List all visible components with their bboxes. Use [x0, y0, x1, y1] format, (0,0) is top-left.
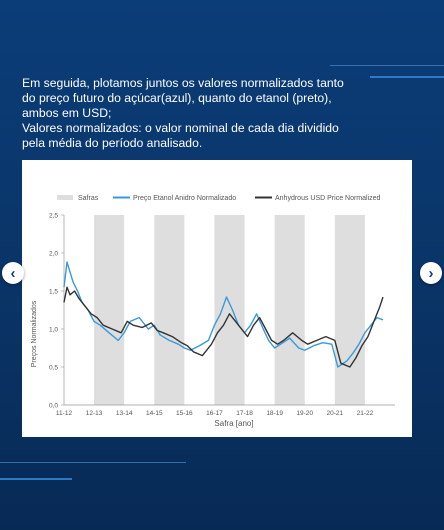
- safra-band: [214, 215, 245, 405]
- x-tick-label: 14-15: [146, 410, 163, 417]
- safra-band: [94, 215, 125, 405]
- x-tick-label: 11-12: [56, 410, 73, 417]
- legend-label: Anhydrous USD Price Normalized: [275, 195, 381, 202]
- chart-legend: Safras Preço Etanol Anidro Normalizado A…: [57, 195, 381, 202]
- y-tick-label: 0,5: [49, 365, 58, 372]
- chart: Safras Preço Etanol Anidro Normalizado A…: [22, 186, 412, 437]
- decorative-line: [0, 462, 186, 463]
- y-tick-label: 2,0: [49, 251, 58, 258]
- decorative-line: [330, 65, 444, 66]
- x-axis-label: Safra [ano]: [214, 419, 253, 428]
- safra-band: [274, 215, 305, 405]
- chevron-left-icon[interactable]: ‹: [2, 262, 24, 284]
- x-tick-label: 13-14: [116, 410, 133, 417]
- x-tick-label: 15-16: [176, 410, 193, 417]
- intro-text: Em seguida, plotamos juntos os valores n…: [22, 76, 367, 151]
- y-axis-label: Preços Normalizados: [31, 300, 38, 367]
- decorative-line: [0, 478, 72, 480]
- intro-line: Valores normalizados: o valor nominal de…: [22, 121, 339, 135]
- legend-swatch-safras: [57, 195, 73, 200]
- x-tick-label: 19-20: [296, 410, 313, 417]
- decorative-line: [370, 76, 444, 78]
- y-tick-label: 1,0: [49, 327, 58, 334]
- x-tick-label: 18-19: [266, 410, 283, 417]
- safra-band: [334, 215, 365, 405]
- x-tick-label: 17-18: [236, 410, 253, 417]
- legend-label: Preço Etanol Anidro Normalizado: [133, 195, 236, 202]
- y-tick-label: 0,0: [49, 403, 58, 410]
- intro-line: do preço futuro do açúcar(azul), quanto …: [22, 91, 332, 105]
- legend-label: Safras: [78, 195, 99, 202]
- x-tick-label: 20-21: [327, 410, 344, 417]
- intro-line: Em seguida, plotamos juntos os valores n…: [22, 76, 344, 90]
- chevron-right-icon[interactable]: ›: [420, 262, 442, 284]
- intro-line: pela média do período analisado.: [22, 136, 203, 150]
- plot-area: 0,0 0,5 1,0 1,5 2,0 2,5 11-12 12-13 13-14 14-15 15…: [49, 213, 395, 417]
- x-tick-label: 16-17: [206, 410, 223, 417]
- y-tick-label: 2,5: [49, 213, 58, 220]
- chart-card: Safras Preço Etanol Anidro Normalizado A…: [22, 160, 412, 437]
- series-line: [63, 286, 384, 368]
- intro-line: ambos em USD;: [22, 106, 112, 120]
- x-tick-label: 21-22: [357, 410, 374, 417]
- safra-band: [154, 215, 185, 405]
- series-line: [63, 261, 384, 368]
- x-tick-label: 12-13: [86, 410, 103, 417]
- y-tick-label: 1,5: [49, 289, 58, 296]
